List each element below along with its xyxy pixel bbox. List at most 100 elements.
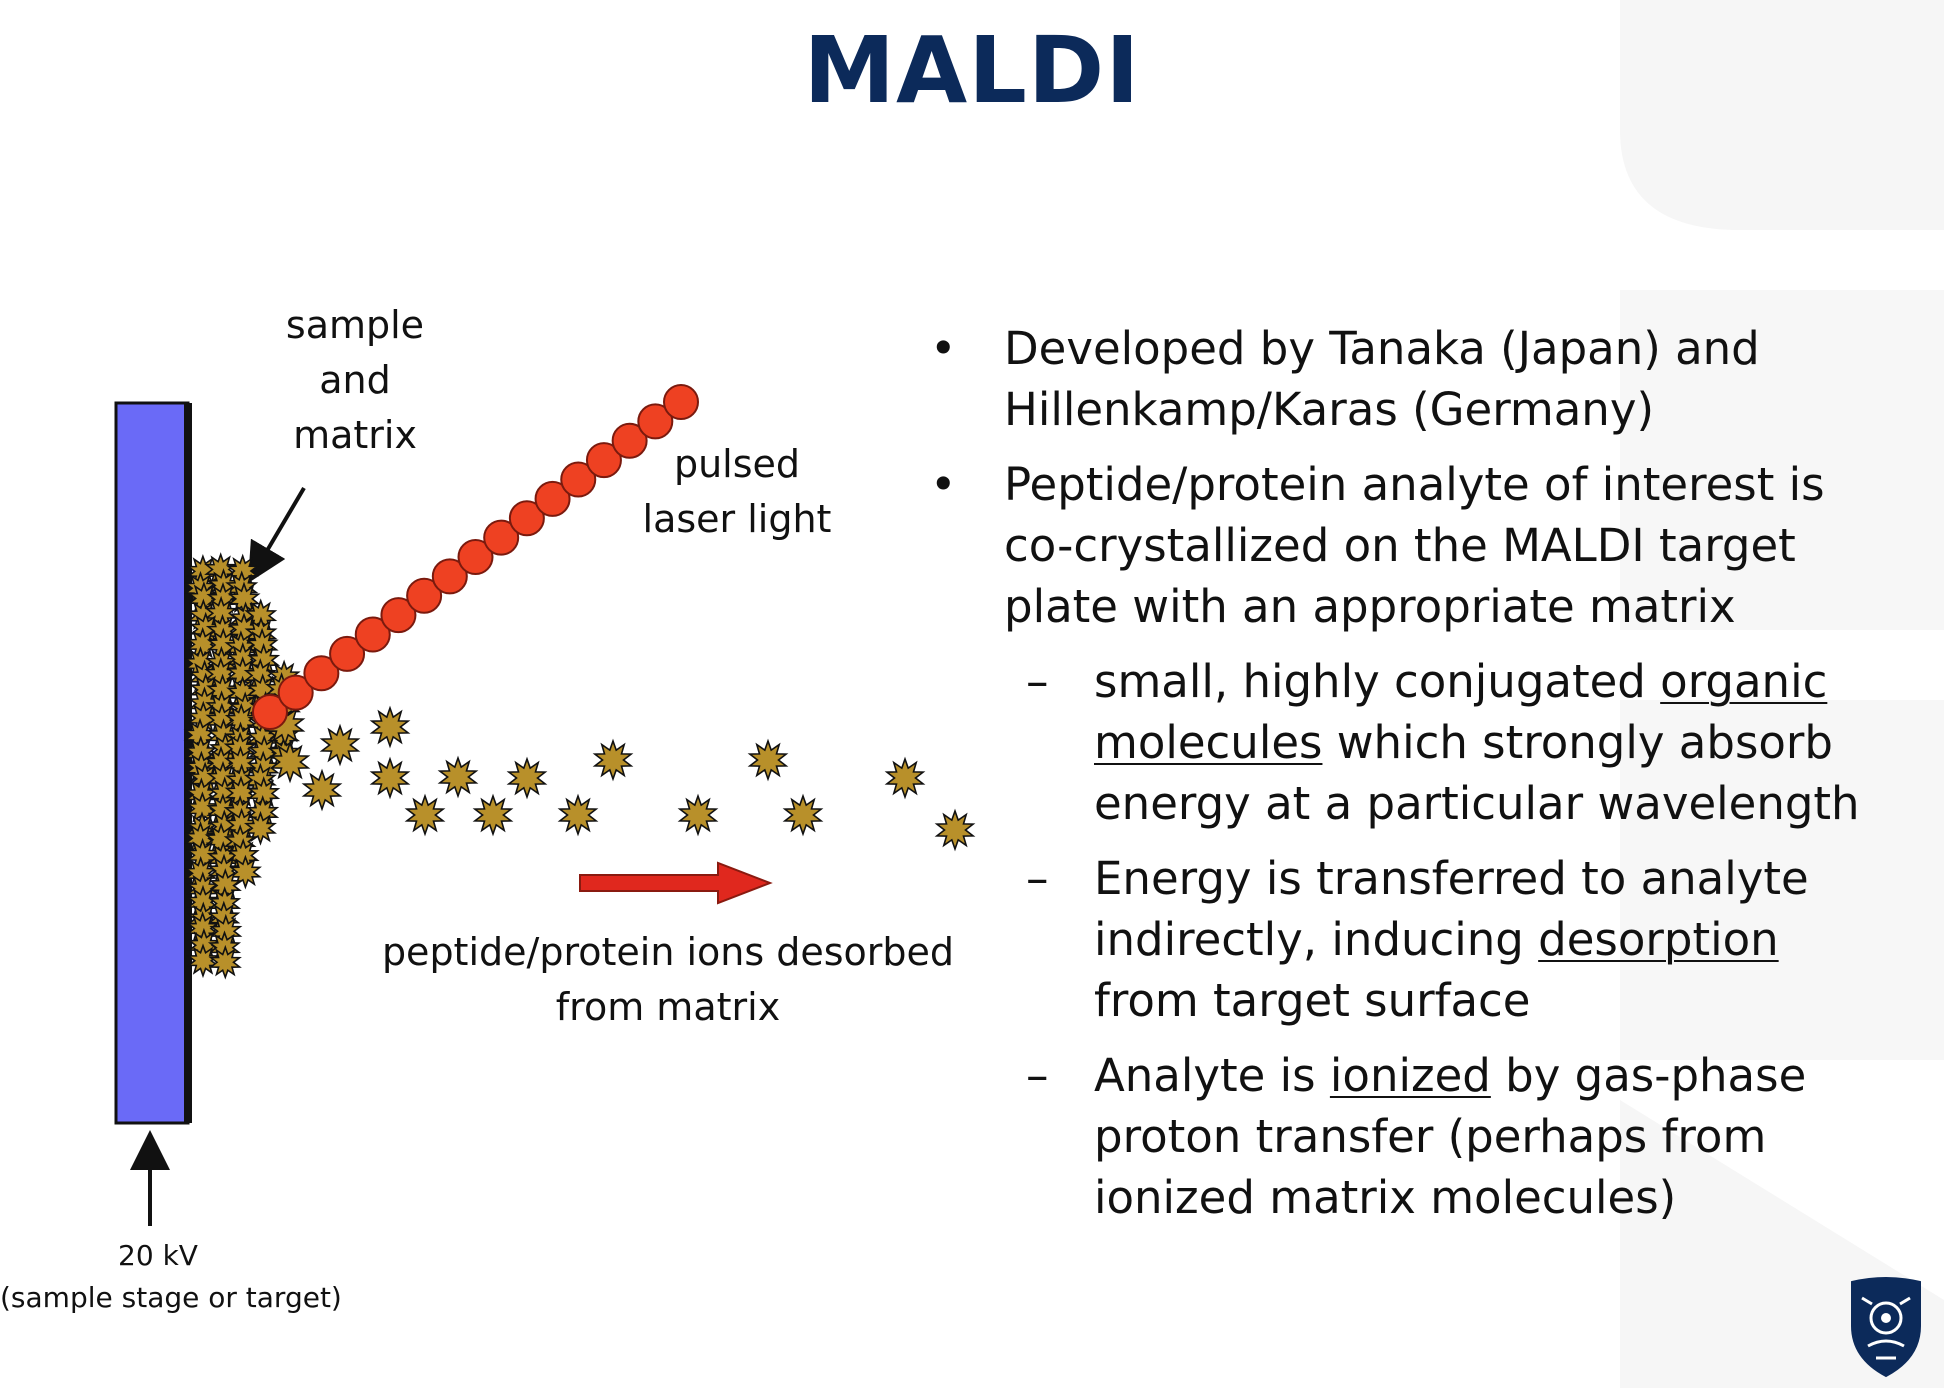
bullet-item: • Peptide/protein analyte of interest is c…: [922, 454, 1932, 637]
laser-pulse: [380, 597, 417, 634]
laser-label-line: laser light: [642, 497, 832, 542]
laser-pulse: [431, 558, 468, 595]
voltage-label: 20 kV (sample stage or target): [0, 1235, 342, 1319]
bullet-text: Energy is transferred to analyte: [1094, 852, 1809, 905]
ion-particle: [269, 740, 311, 784]
ion-particle: [437, 755, 479, 799]
laser-pulse: [354, 616, 391, 653]
sample-label-line: sample: [285, 303, 425, 347]
sample-pointer-arrow: [247, 486, 306, 584]
laser-pulse: [329, 635, 366, 672]
bullet-list: • Developed by Tanaka (Japan) and Hillenka…: [922, 318, 1932, 1242]
laser-pulse: [252, 694, 288, 730]
bullet-text: indirectly, inducing: [1094, 913, 1539, 966]
ion-particle: [369, 705, 411, 749]
ions-label-line: peptide/protein ions desorbed: [381, 930, 955, 974]
matrix-crystal: [186, 943, 220, 979]
ion-particle: [506, 756, 548, 800]
bullet-line: energy at a particular wavelength: [1094, 773, 1932, 834]
underlined-term: organic: [1660, 655, 1828, 708]
bullet-line: Analyte is ionized by gas-phase: [1094, 1045, 1932, 1106]
sub-bullet-item: – small, highly conjugated organic molecul…: [922, 651, 1932, 834]
ion-particle: [934, 808, 976, 852]
bullet-text: small, highly conjugated: [1094, 655, 1661, 708]
laser-pulse: [303, 655, 340, 692]
ion-particle: [557, 793, 599, 837]
bullet-line: molecules which strongly absorb: [1094, 712, 1932, 773]
laser-pulse: [534, 480, 571, 517]
ions-label: peptide/protein ions desorbed from matri…: [368, 925, 968, 1035]
watermark: [1620, 0, 1944, 1388]
bullet-line: small, highly conjugated organic: [1094, 651, 1932, 712]
bullet-text: from target surface: [1094, 974, 1531, 1027]
sub-bullet-item: – Energy is transferred to analyte indirec…: [922, 848, 1932, 1031]
target-plate: [114, 401, 190, 1125]
ion-particle: [884, 756, 926, 800]
underlined-term: ionized: [1329, 1049, 1491, 1102]
matrix-crystal: [208, 944, 242, 980]
laser-pulse: [277, 674, 314, 711]
bullet-text: Analyte is: [1094, 1049, 1330, 1102]
ions-label-line: from matrix: [555, 985, 781, 1030]
laser-beam: [252, 384, 699, 730]
bullet-text: which strongly absorb: [1322, 716, 1833, 769]
bullet-text: Developed by Tanaka (Japan) and: [1004, 322, 1760, 375]
bullet-line: Hillenkamp/Karas (Germany): [1004, 379, 1932, 440]
bullet-text: ionized matrix molecules): [1094, 1171, 1677, 1224]
underlined-term: desorption: [1538, 913, 1779, 966]
matrix-crystal: [228, 854, 262, 890]
laser-pulse: [457, 539, 494, 575]
university-crest-logo: [1851, 1277, 1921, 1378]
bullet-line: plate with an appropriate matrix: [1004, 576, 1932, 637]
laser-pulse: [611, 422, 648, 459]
bullet-item: • Developed by Tanaka (Japan) and Hillenka…: [922, 318, 1932, 440]
ion-particle: [677, 793, 719, 837]
ion-particle: [782, 793, 824, 837]
matrix-crystal: [243, 810, 277, 846]
ion-particle: [301, 768, 343, 812]
laser-label: pulsed laser light: [632, 437, 842, 547]
sub-bullet-item: – Analyte is ionized by gas-phase proton t…: [922, 1045, 1932, 1228]
bullet-line: co-crystallized on the MALDI target: [1004, 515, 1932, 576]
laser-pulse: [560, 461, 597, 498]
bullet-marker: •: [930, 458, 957, 511]
bullet-line: Developed by Tanaka (Japan) and: [1004, 318, 1932, 379]
sample-and-matrix-label: sample and matrix: [270, 298, 440, 463]
laser-pulse: [508, 500, 545, 537]
bullet-text: proton transfer (perhaps from: [1094, 1110, 1767, 1163]
sub-bullet-marker: –: [1026, 655, 1049, 708]
sub-bullet-marker: –: [1026, 852, 1049, 905]
ion-particle: [404, 793, 446, 837]
laser-pulse: [406, 577, 443, 614]
laser-label-line: pulsed: [673, 442, 801, 486]
bullet-text: co-crystallized on the MALDI target: [1004, 519, 1796, 572]
ion-particle: [369, 756, 411, 800]
bullet-text: energy at a particular wavelength: [1094, 777, 1860, 830]
bullet-line: ionized matrix molecules): [1094, 1167, 1932, 1228]
bullet-line: Peptide/protein analyte of interest is: [1004, 454, 1932, 515]
ion-particle: [472, 793, 514, 837]
laser-pulse: [663, 384, 699, 420]
underlined-term: molecules: [1094, 716, 1323, 769]
ion-particle: [592, 738, 634, 782]
voltage-label-line: 20 kV: [118, 1239, 198, 1272]
ion-particle: [747, 738, 789, 782]
ion-direction-arrow: [579, 861, 773, 905]
bullet-line: proton transfer (perhaps from: [1094, 1106, 1932, 1167]
sample-label-line: matrix: [293, 413, 417, 458]
desorbed-ions: [264, 703, 976, 852]
voltage-label-line: (sample stage or target): [0, 1281, 342, 1314]
page-title: MALDI: [803, 17, 1141, 124]
sample-matrix-crystals: [183, 552, 302, 980]
ion-particle: [319, 723, 361, 767]
sub-bullet-marker: –: [1026, 1049, 1049, 1102]
bullet-text: Hillenkamp/Karas (Germany): [1004, 383, 1655, 436]
bullet-text: Peptide/protein analyte of interest is: [1004, 458, 1825, 511]
bullet-text: plate with an appropriate matrix: [1004, 580, 1736, 633]
laser-pulse: [585, 442, 622, 479]
maldi-diagram: [114, 384, 976, 1226]
bullet-line: indirectly, inducing desorption: [1094, 909, 1932, 970]
sample-label-line: and: [319, 358, 391, 403]
bullet-line: Energy is transferred to analyte: [1094, 848, 1932, 909]
